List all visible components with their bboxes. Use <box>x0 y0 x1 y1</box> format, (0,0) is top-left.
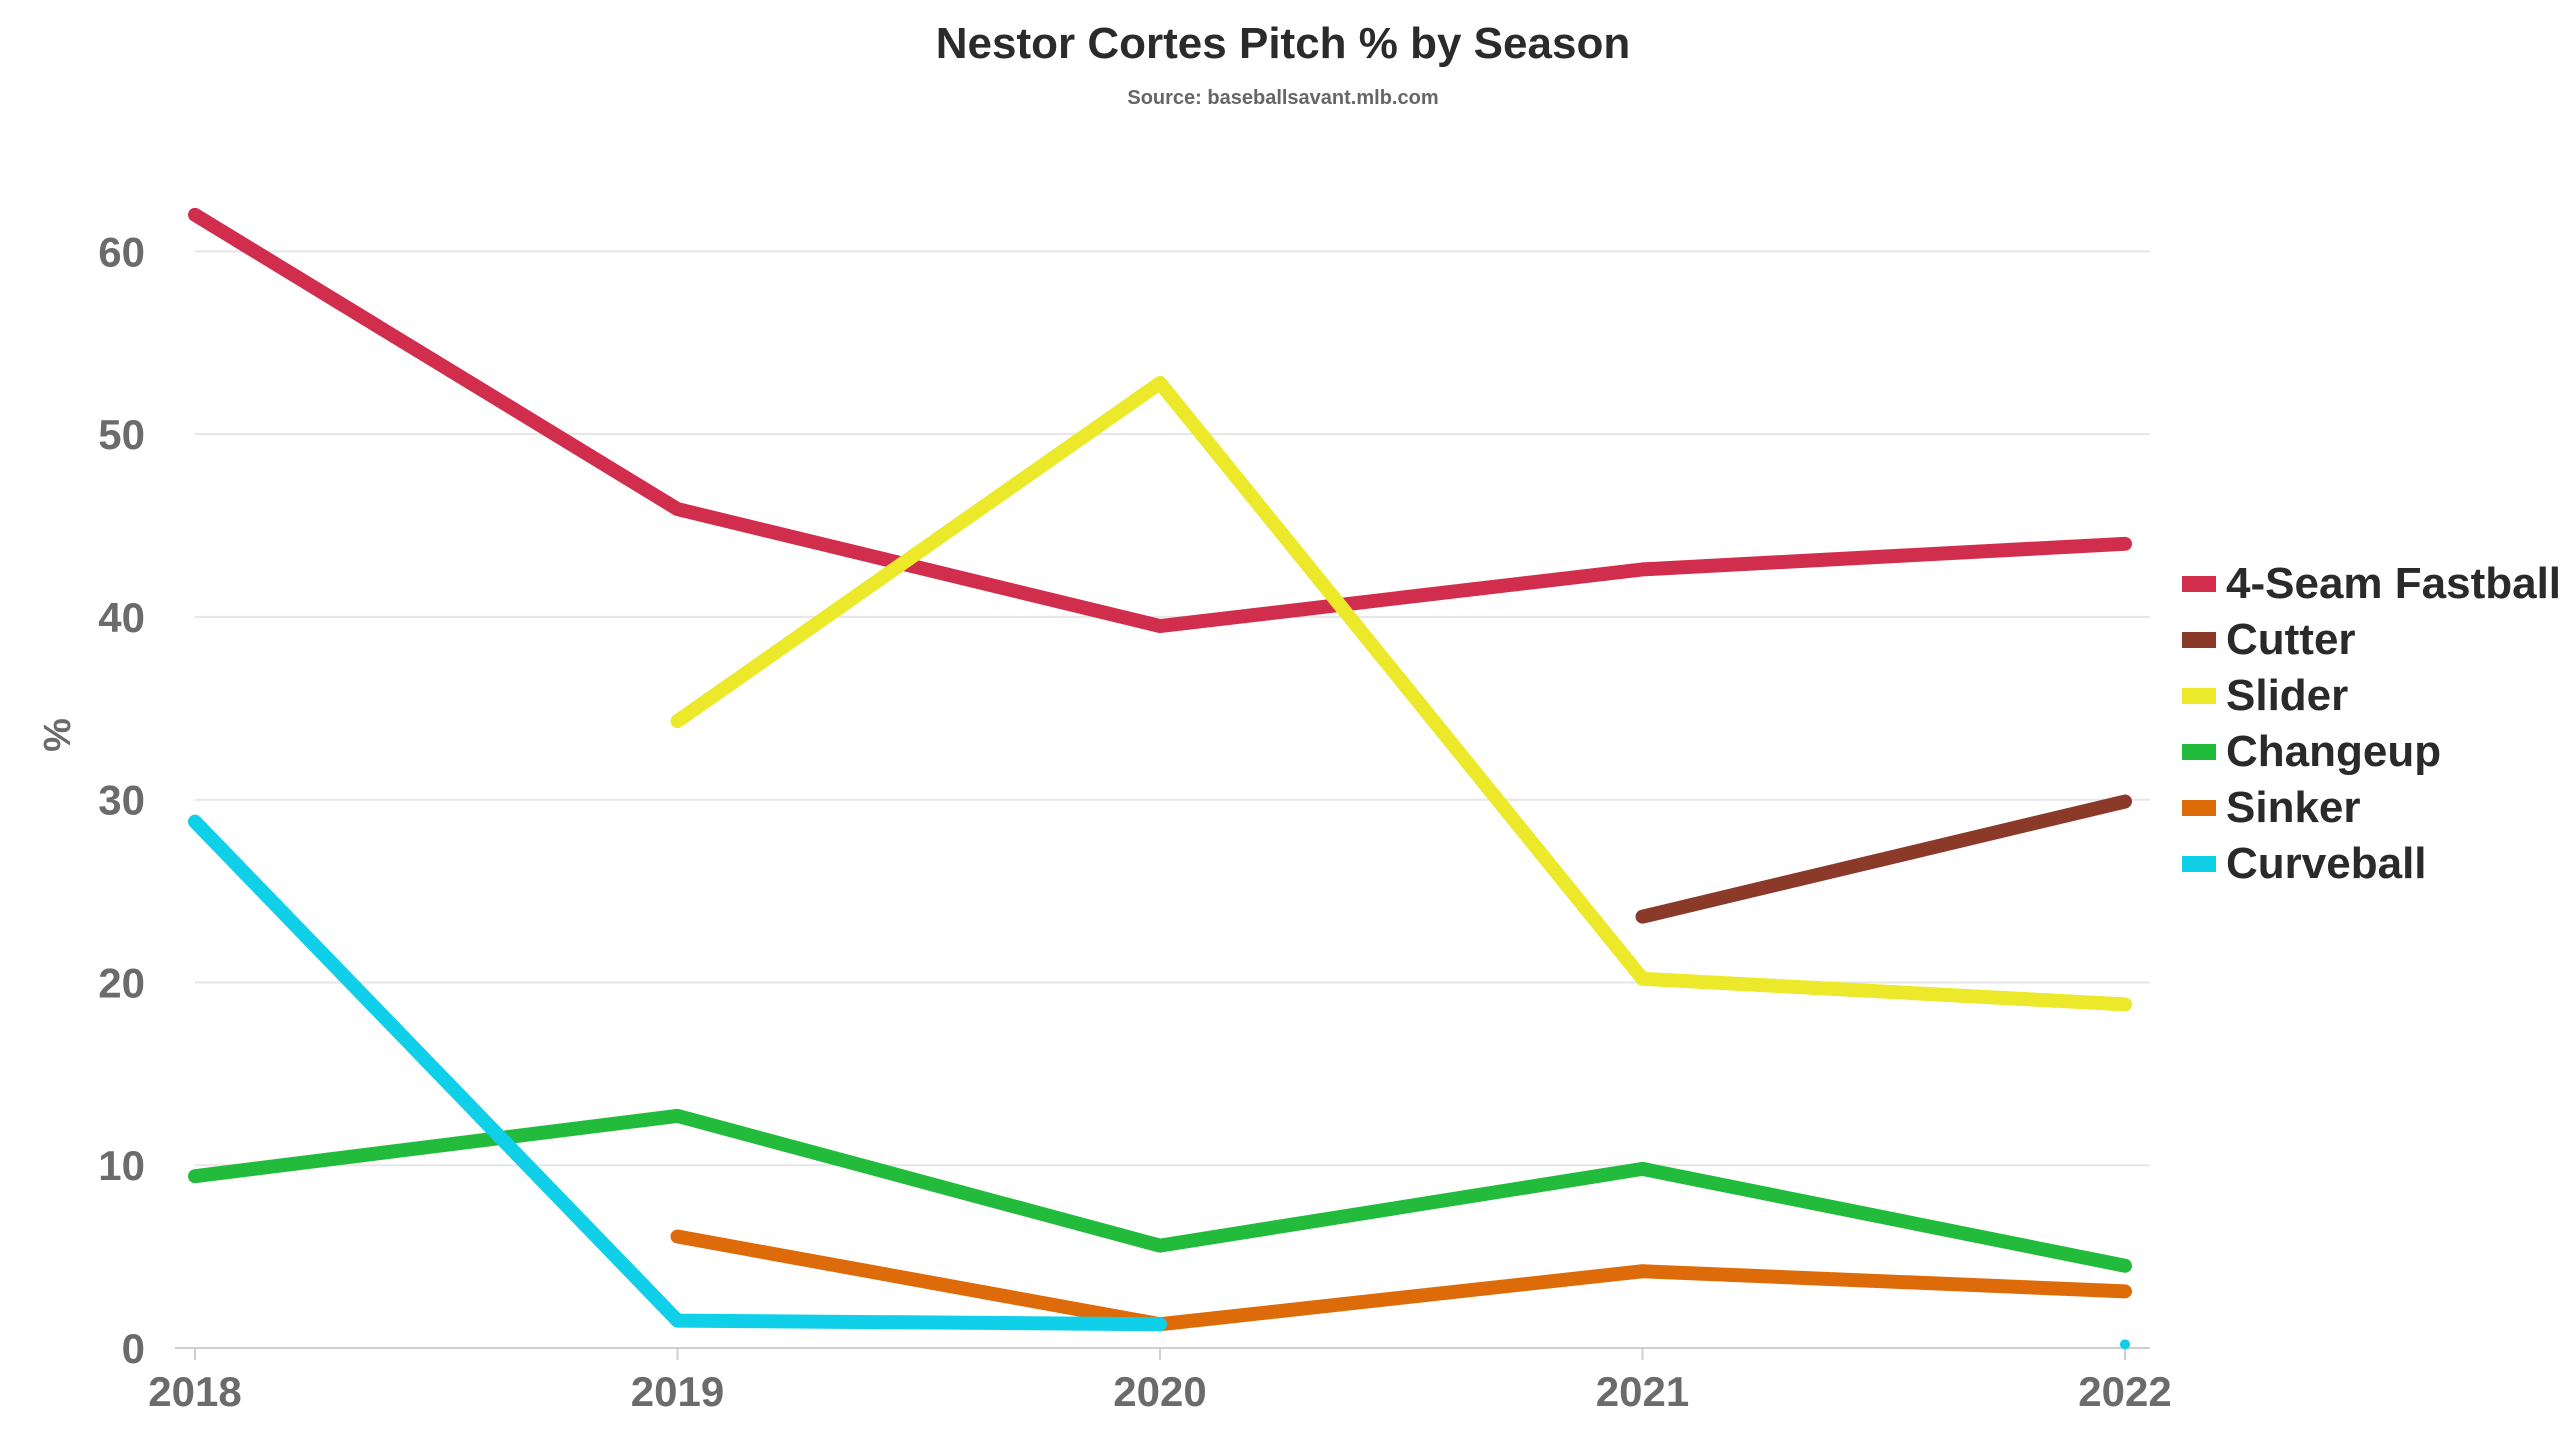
x-tick-label: 2021 <box>1596 1368 1689 1415</box>
legend-swatch <box>2182 688 2216 704</box>
series-line <box>670 1229 2132 1332</box>
series-sinker <box>670 1229 2132 1332</box>
series-line <box>188 207 2132 634</box>
x-tick-label: 2018 <box>148 1368 241 1415</box>
series-line <box>188 1108 2132 1273</box>
legend-label: 4-Seam Fastball <box>2226 559 2560 608</box>
grid-lines <box>195 250 2150 1167</box>
legend-label: Sinker <box>2226 783 2361 832</box>
legend-label: Curveball <box>2226 839 2427 888</box>
legend-item: Curveball <box>2182 839 2427 888</box>
x-tick-label: 2019 <box>631 1368 724 1415</box>
chart-subtitle: Source: baseballsavant.mlb.com <box>1127 87 1438 109</box>
legend-label: Changeup <box>2226 727 2441 776</box>
legend-swatch <box>2182 744 2216 760</box>
data-point <box>2120 1339 2130 1350</box>
legend: 4-Seam Fastball Cutter Slider Changeup Sinke… <box>2182 559 2560 888</box>
legend-item: Changeup <box>2182 727 2441 776</box>
series-line <box>188 814 1167 1332</box>
x-tick-label: 2020 <box>1113 1368 1206 1415</box>
legend-swatch <box>2182 856 2216 872</box>
y-tick-label: 40 <box>98 594 145 641</box>
legend-item: 4-Seam Fastball <box>2182 559 2560 608</box>
y-tick-label: 0 <box>122 1325 145 1372</box>
y-tick-label: 60 <box>98 228 145 275</box>
axes: 0 10 20 30 40 50 60 2018 2019 2020 2021 2022 <box>98 228 2171 1415</box>
legend-label: Cutter <box>2226 615 2356 664</box>
legend-label: Slider <box>2226 671 2348 720</box>
y-tick-label: 30 <box>98 777 145 824</box>
legend-item: Sinker <box>2182 783 2361 832</box>
series-line <box>1635 794 2132 924</box>
legend-swatch <box>2182 576 2216 592</box>
series-cutter <box>1635 794 2132 924</box>
y-tick-label: 50 <box>98 411 145 458</box>
series-curveball <box>188 814 2130 1350</box>
legend-item: Cutter <box>2182 615 2356 664</box>
chart-title: Nestor Cortes Pitch % by Season <box>936 19 1630 68</box>
y-tick-label: 10 <box>98 1142 145 1189</box>
legend-swatch <box>2182 632 2216 648</box>
legend-item: Slider <box>2182 671 2348 720</box>
series-slider <box>670 375 2132 1012</box>
y-tick-label: 20 <box>98 959 145 1006</box>
series-changeup <box>188 1108 2132 1273</box>
y-axis-label: % <box>37 718 79 752</box>
series-line <box>670 375 2132 1012</box>
series-lines <box>188 207 2132 1350</box>
legend-swatch <box>2182 800 2216 816</box>
series-4-seam-fastball <box>188 207 2132 634</box>
x-tick-label: 2022 <box>2078 1368 2171 1415</box>
